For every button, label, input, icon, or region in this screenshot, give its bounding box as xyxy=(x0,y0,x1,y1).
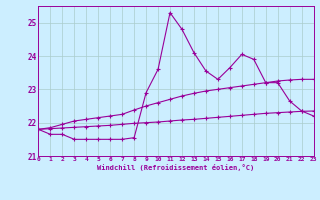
X-axis label: Windchill (Refroidissement éolien,°C): Windchill (Refroidissement éolien,°C) xyxy=(97,164,255,171)
